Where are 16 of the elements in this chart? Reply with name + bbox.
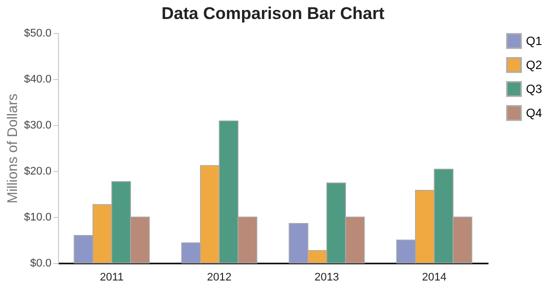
x-tick-label: 2014 bbox=[422, 272, 446, 284]
chart-title: Data Comparison Bar Chart bbox=[162, 4, 385, 23]
y-tick-label: $50.0 bbox=[24, 28, 52, 40]
y-tick-label: $30.0 bbox=[24, 120, 52, 132]
x-tick-label: 2012 bbox=[207, 272, 232, 284]
x-tick-label: 2011 bbox=[100, 272, 124, 284]
legend-label: Q3 bbox=[526, 82, 542, 96]
legend-label: Q4 bbox=[526, 106, 542, 120]
y-tick-label: $10.0 bbox=[24, 212, 52, 224]
x-tick-label: 2013 bbox=[314, 272, 339, 284]
legend-label: Q2 bbox=[526, 58, 542, 72]
y-tick-label: $0.0 bbox=[30, 258, 52, 270]
legend-label: Q1 bbox=[526, 34, 542, 48]
y-axis-title: Millions of Dollars bbox=[4, 94, 20, 204]
y-tick-label: $20.0 bbox=[24, 166, 52, 178]
y-tick-label: $40.0 bbox=[24, 74, 52, 86]
